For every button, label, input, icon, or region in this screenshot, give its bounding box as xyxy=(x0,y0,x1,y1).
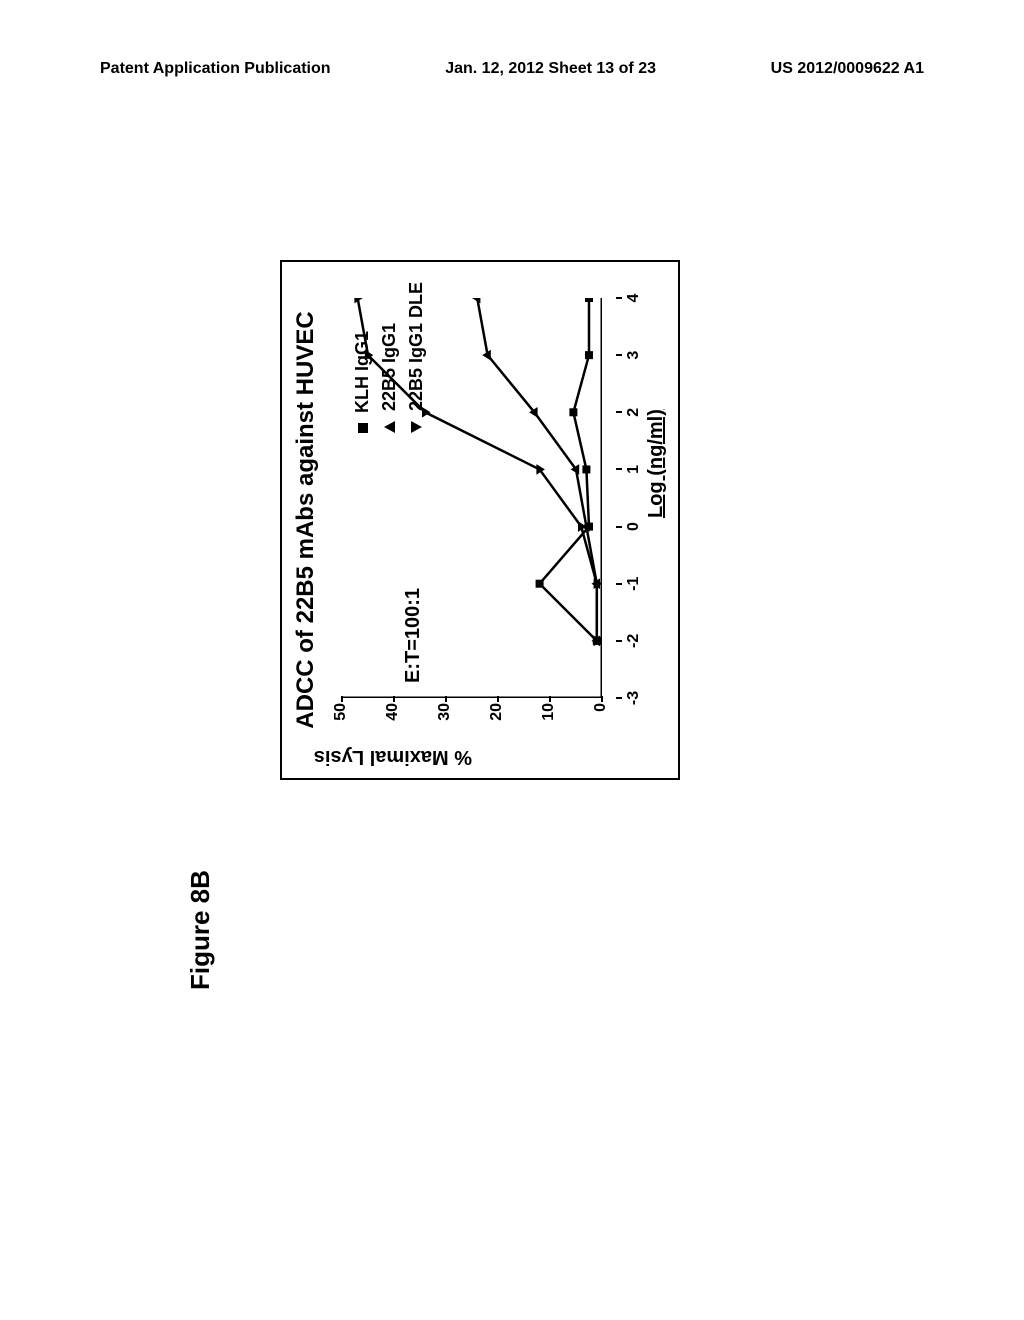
x-tick-label: -1 xyxy=(625,574,643,594)
chart-plot xyxy=(342,298,602,698)
x-tick-label: -2 xyxy=(625,631,643,651)
header-right: US 2012/0009622 A1 xyxy=(771,60,924,78)
x-tick-label: 2 xyxy=(625,402,643,422)
y-tick-label: 50 xyxy=(332,703,350,728)
x-tick-label: 3 xyxy=(625,345,643,365)
header-left: Patent Application Publication xyxy=(100,60,331,78)
y-tick-label: 20 xyxy=(488,703,506,728)
page-header: Patent Application Publication Jan. 12, … xyxy=(0,60,1024,78)
x-tick-label: 1 xyxy=(625,459,643,479)
y-tick-label: 30 xyxy=(436,703,454,728)
x-axis-label: Log (ng/ml) xyxy=(645,409,668,518)
chart-container: ADCC of 22B5 mAbs against HUVEC % Maxima… xyxy=(280,260,680,780)
x-tick-label: -3 xyxy=(625,688,643,708)
chart-title: ADCC of 22B5 mAbs against HUVEC xyxy=(292,262,320,778)
y-tick-label: 40 xyxy=(384,703,402,728)
x-tick-label: 4 xyxy=(625,288,643,308)
x-tick-label: 0 xyxy=(625,517,643,537)
y-tick-label: 10 xyxy=(540,703,558,728)
figure-label: Figure 8B xyxy=(185,870,216,990)
y-tick-label: 0 xyxy=(592,703,610,728)
header-center: Jan. 12, 2012 Sheet 13 of 23 xyxy=(445,60,656,78)
y-axis-label: % Maximal Lysis xyxy=(314,745,472,768)
